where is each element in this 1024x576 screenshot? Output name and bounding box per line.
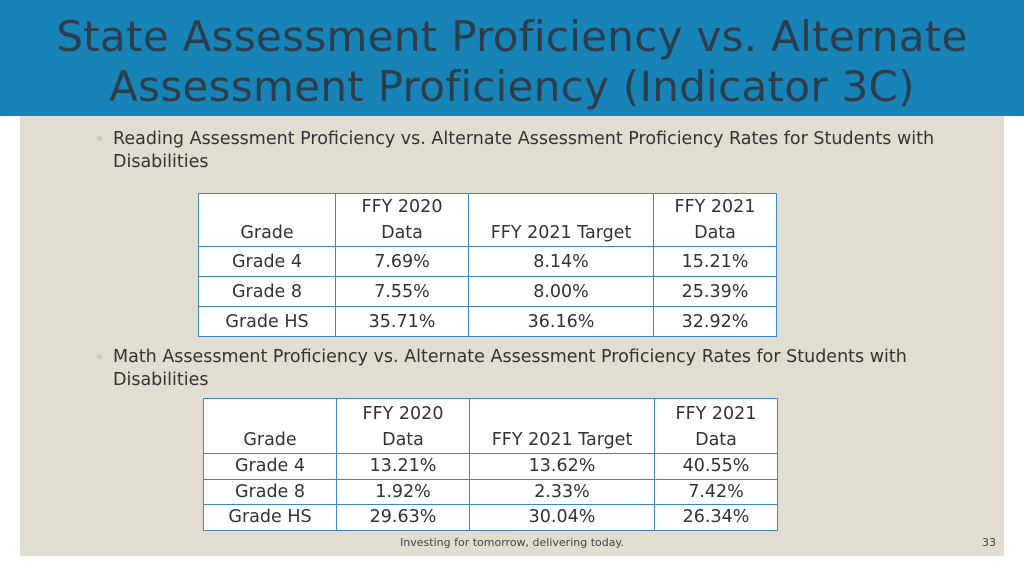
cell-target: 36.16% <box>468 306 654 337</box>
title-line-2: Assessment Proficiency (Indicator 3C) <box>109 62 915 111</box>
header-ffy2021: FFY 2021 Data <box>653 193 777 247</box>
cell-ffy2021: 26.34% <box>654 504 778 531</box>
header-grade: Grade <box>203 398 337 454</box>
header-target: FFY 2021 Target <box>468 193 654 247</box>
cell-target: 8.14% <box>468 246 654 277</box>
cell-ffy2021: 32.92% <box>653 306 777 337</box>
header-ffy2021: FFY 2021 Data <box>654 398 778 454</box>
table-row: Grade 4 13.21% 13.62% 40.55% <box>203 453 778 480</box>
cell-grade: Grade HS <box>198 306 336 337</box>
header-target: FFY 2021 Target <box>469 398 655 454</box>
slide-footer: Investing for tomorrow, delivering today… <box>400 536 624 549</box>
cell-grade: Grade HS <box>203 504 337 531</box>
header-grade: Grade <box>198 193 336 247</box>
cell-ffy2021: 15.21% <box>653 246 777 277</box>
title-bar <box>0 0 1024 116</box>
cell-ffy2021: 25.39% <box>653 276 777 307</box>
page-number: 33 <box>982 536 996 549</box>
table-header-row: Grade FFY 2020 Data FFY 2021 Target FFY 2… <box>203 398 778 454</box>
cell-ffy2020: 35.71% <box>335 306 469 337</box>
bullet-circle-icon: ◦ <box>96 132 104 146</box>
cell-ffy2021: 7.42% <box>654 478 778 505</box>
cell-grade: Grade 4 <box>203 453 337 480</box>
table-row: Grade 8 1.92% 2.33% 7.42% <box>203 478 778 505</box>
table-row: Grade HS 29.63% 30.04% 26.34% <box>203 504 778 531</box>
table-row: Grade 4 7.69% 8.14% 15.21% <box>198 246 777 277</box>
cell-ffy2020: 7.69% <box>335 246 469 277</box>
math-bullet-text: Math Assessment Proficiency vs. Alternat… <box>113 347 907 390</box>
reading-bullet: ◦ Reading Assessment Proficiency vs. Alt… <box>96 128 936 174</box>
math-bullet: ◦ Math Assessment Proficiency vs. Altern… <box>96 346 936 392</box>
title-line-1: State Assessment Proficiency vs. Alterna… <box>56 12 968 61</box>
cell-ffy2021: 40.55% <box>654 453 778 480</box>
cell-target: 2.33% <box>469 478 655 505</box>
math-table: Grade FFY 2020 Data FFY 2021 Target FFY 2… <box>203 398 778 531</box>
cell-grade: Grade 8 <box>198 276 336 307</box>
cell-ffy2020: 13.21% <box>336 453 470 480</box>
cell-grade: Grade 4 <box>198 246 336 277</box>
slide-title: State Assessment Proficiency vs. Alterna… <box>0 12 1024 112</box>
cell-ffy2020: 1.92% <box>336 478 470 505</box>
cell-target: 8.00% <box>468 276 654 307</box>
reading-bullet-text: Reading Assessment Proficiency vs. Alter… <box>113 129 935 172</box>
header-ffy2020: FFY 2020 Data <box>336 398 470 454</box>
bullet-circle-icon: ◦ <box>96 350 104 364</box>
cell-ffy2020: 7.55% <box>335 276 469 307</box>
cell-target: 30.04% <box>469 504 655 531</box>
cell-grade: Grade 8 <box>203 478 337 505</box>
header-ffy2020: FFY 2020 Data <box>335 193 469 247</box>
cell-ffy2020: 29.63% <box>336 504 470 531</box>
table-row: Grade 8 7.55% 8.00% 25.39% <box>198 276 777 307</box>
table-header-row: Grade FFY 2020 Data FFY 2021 Target FFY 2… <box>198 193 777 247</box>
table-row: Grade HS 35.71% 36.16% 32.92% <box>198 306 777 337</box>
reading-table: Grade FFY 2020 Data FFY 2021 Target FFY 2… <box>198 193 777 337</box>
cell-target: 13.62% <box>469 453 655 480</box>
